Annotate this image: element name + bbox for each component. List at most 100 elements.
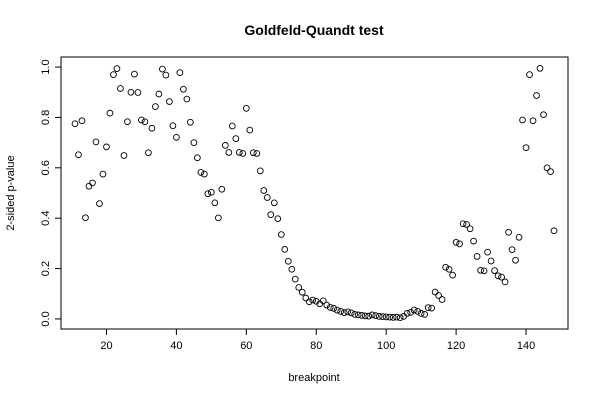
data-point (246, 126, 254, 134)
data-point (487, 257, 495, 265)
data-point (274, 215, 282, 223)
data-point (110, 71, 117, 78)
data-point (159, 65, 166, 73)
data-point (127, 88, 135, 96)
data-point (372, 312, 380, 320)
x-tick-label: 40 (170, 340, 182, 352)
data-point (375, 313, 383, 320)
data-point (456, 240, 463, 248)
data-point (414, 308, 422, 315)
data-point (463, 221, 470, 228)
data-point (204, 190, 212, 198)
data-point (501, 278, 509, 286)
data-point (494, 272, 502, 280)
x-tick-label: 80 (310, 340, 322, 352)
data-point (298, 288, 306, 296)
data-point (302, 294, 310, 302)
data-point (92, 138, 100, 146)
data-point (340, 309, 348, 316)
data-point (410, 306, 418, 314)
data-point (295, 284, 303, 291)
data-point (145, 149, 152, 157)
data-point (330, 305, 338, 312)
data-point (201, 170, 208, 178)
x-axis-label: breakpoint (288, 372, 339, 384)
data-point (131, 70, 138, 78)
data-point (113, 65, 121, 72)
y-tick-label: 0.4 (40, 211, 52, 226)
data-point (267, 211, 275, 219)
data-point (152, 103, 159, 110)
data-point (393, 313, 401, 321)
chart-title: Goldfeld-Quandt test (244, 22, 384, 38)
data-point (449, 271, 456, 279)
data-point (522, 144, 530, 152)
data-point (368, 311, 376, 319)
data-point (421, 311, 428, 318)
data-point (526, 71, 533, 78)
data-point (134, 89, 142, 96)
data-point (540, 111, 547, 119)
data-point (305, 298, 313, 306)
data-point (106, 109, 114, 117)
data-point (162, 71, 170, 79)
data-point (498, 273, 505, 281)
plot-frame (60, 56, 569, 330)
data-point (480, 267, 488, 275)
data-point (263, 194, 271, 201)
data-point (120, 152, 128, 159)
data-point (529, 117, 537, 125)
data-point (550, 227, 558, 235)
data-point (169, 122, 177, 130)
data-point (166, 98, 173, 105)
data-point (197, 169, 205, 176)
data-point (333, 306, 341, 314)
data-point (344, 308, 352, 316)
data-point (228, 122, 236, 130)
data-point (347, 309, 355, 317)
y-tick-label: 0.8 (40, 110, 52, 125)
data-point (445, 265, 453, 273)
data-point (323, 301, 331, 309)
x-tick-label: 120 (447, 340, 465, 352)
data-point (326, 303, 334, 311)
data-point (232, 135, 240, 142)
data-point (438, 296, 446, 303)
data-point (309, 296, 317, 304)
data-point (365, 312, 373, 320)
data-point (117, 85, 124, 92)
data-point (459, 220, 467, 228)
data-point (533, 92, 540, 99)
data-point (190, 139, 198, 146)
data-point (435, 292, 442, 299)
data-point (103, 143, 110, 151)
data-point (431, 288, 439, 296)
data-point (183, 95, 191, 103)
data-point (208, 188, 215, 196)
data-point (477, 266, 484, 274)
data-point (82, 214, 89, 222)
x-tick-label: 100 (377, 340, 395, 352)
data-point (424, 304, 432, 311)
data-point (270, 199, 278, 207)
data-point (141, 118, 149, 126)
data-point (221, 142, 229, 149)
y-axis-label: 2-sided p-value (5, 155, 17, 230)
data-point (396, 314, 404, 322)
data-point (379, 313, 387, 321)
data-point (89, 179, 96, 187)
x-tick-label: 140 (517, 340, 535, 352)
data-point (155, 90, 163, 98)
data-point (253, 150, 261, 157)
data-point (337, 308, 345, 315)
data-point (194, 154, 201, 162)
data-point (187, 118, 194, 126)
data-point (319, 297, 327, 305)
y-tick-label: 0.6 (40, 160, 52, 175)
data-point (138, 116, 145, 124)
data-point (505, 228, 512, 236)
data-point (284, 257, 292, 265)
data-point (242, 105, 250, 112)
data-point (389, 314, 397, 321)
